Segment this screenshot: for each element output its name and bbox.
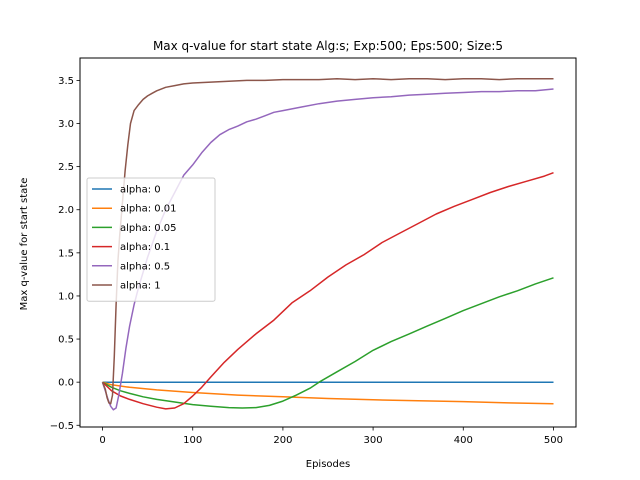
- y-tick-label: 3.5: [58, 76, 74, 87]
- y-tick-label: 2.0: [58, 205, 74, 216]
- chart-title: Max q-value for start state Alg:s; Exp:5…: [153, 39, 503, 53]
- y-tick-label: 0.0: [58, 378, 74, 389]
- legend-label: alpha: 1: [120, 281, 161, 292]
- legend: alpha: 0 alpha: 0.01 alpha: 0.05 alpha: 0.1…: [86, 177, 216, 302]
- legend-label: alpha: 0.5: [120, 261, 170, 272]
- legend-label: alpha: 0.1: [120, 242, 170, 253]
- legend-items: alpha: 0 alpha: 0.01 alpha: 0.05 alpha: 0.1…: [92, 185, 177, 292]
- x-tick-label: 300: [364, 435, 383, 446]
- y-axis-ticks: −0.5 0.0 0.5 1.0 1.5 2.0 2.5 3.0 3.5: [50, 76, 80, 432]
- axes-frame: [79, 57, 577, 428]
- series-line-4: [101, 88, 554, 411]
- plot-area: 0 100 200 300 400 500 −0.5 0.0 0.5 1.0 1.5 2.0 2.5 3…: [50, 57, 577, 446]
- x-tick-label: 100: [183, 435, 202, 446]
- x-tick-label: 400: [454, 435, 473, 446]
- legend-label: alpha: 0.01: [120, 204, 177, 215]
- y-tick-label: 3.0: [58, 119, 74, 130]
- y-tick-label: −0.5: [50, 421, 74, 432]
- series-layer: [101, 77, 554, 411]
- legend-label: alpha: 0: [120, 185, 161, 196]
- y-tick-label: 1.0: [58, 291, 74, 302]
- series-line-3: [101, 171, 554, 410]
- y-tick-label: 1.5: [58, 248, 74, 259]
- series-line-2: [102, 277, 554, 409]
- x-tick-label: 200: [273, 435, 292, 446]
- x-axis-label: Episodes: [306, 459, 350, 470]
- y-tick-label: 0.5: [58, 335, 74, 346]
- legend-box: [86, 177, 216, 302]
- series-line-1: [102, 381, 554, 405]
- y-tick-label: 2.5: [58, 162, 74, 173]
- x-axis-ticks: 0 100 200 300 400 500: [99, 427, 563, 446]
- y-axis-label: Max q-value for start state: [19, 178, 30, 311]
- legend-label: alpha: 0.05: [120, 223, 177, 234]
- x-tick-label: 500: [544, 435, 563, 446]
- x-tick-label: 0: [99, 435, 105, 446]
